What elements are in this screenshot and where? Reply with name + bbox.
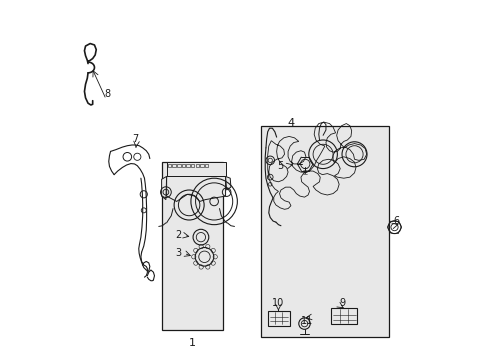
Bar — [162, 162, 223, 330]
Bar — [167, 164, 171, 167]
Polygon shape — [166, 176, 225, 202]
Text: 6: 6 — [392, 216, 399, 226]
Bar — [190, 164, 194, 167]
Polygon shape — [225, 176, 230, 190]
Bar — [260, 126, 388, 337]
Text: 11: 11 — [300, 316, 312, 326]
Text: 2: 2 — [175, 230, 181, 240]
Text: 9: 9 — [339, 298, 345, 308]
Bar — [172, 164, 176, 167]
Text: 1: 1 — [189, 338, 196, 347]
Text: 3: 3 — [175, 248, 181, 258]
Bar — [177, 164, 180, 167]
Bar — [200, 164, 203, 167]
Bar — [186, 164, 189, 167]
Text: 7: 7 — [132, 134, 139, 144]
Text: 10: 10 — [272, 298, 284, 308]
Bar — [166, 162, 225, 176]
Text: 5: 5 — [277, 161, 283, 171]
Bar — [195, 164, 199, 167]
Bar — [267, 311, 289, 326]
Polygon shape — [162, 176, 166, 200]
Bar — [331, 308, 356, 324]
Text: 8: 8 — [103, 89, 110, 99]
Text: 4: 4 — [287, 118, 294, 128]
Bar — [204, 164, 208, 167]
Bar — [181, 164, 185, 167]
